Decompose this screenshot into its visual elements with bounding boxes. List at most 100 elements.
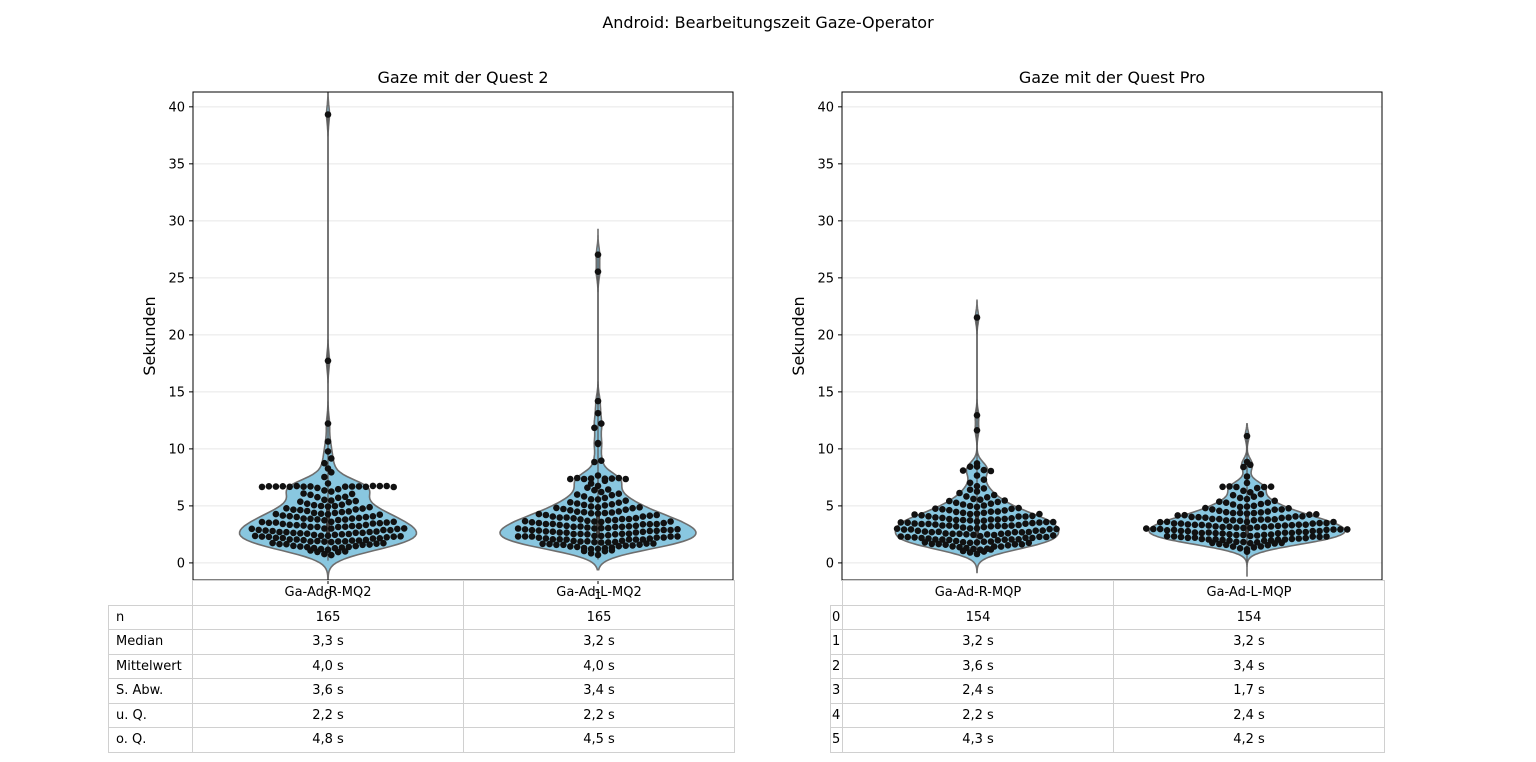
data-point xyxy=(573,543,581,551)
axes-frame xyxy=(841,91,1383,581)
table-row-label: 1 xyxy=(830,629,843,655)
table-cell: 3,6 s xyxy=(842,653,1114,679)
data-point xyxy=(587,475,595,482)
data-point xyxy=(279,483,287,490)
data-point xyxy=(970,531,977,539)
table-cell: 4,2 s xyxy=(1113,727,1385,753)
data-point xyxy=(591,424,598,432)
data-point xyxy=(918,512,925,519)
data-point xyxy=(1250,544,1258,551)
data-point xyxy=(338,531,346,538)
data-point xyxy=(587,503,595,510)
data-point xyxy=(990,531,998,539)
data-point xyxy=(893,525,901,532)
data-point xyxy=(1316,519,1323,527)
data-point xyxy=(283,505,290,512)
data-point xyxy=(352,497,360,505)
data-point xyxy=(1257,516,1265,523)
y-tick-label: 20 xyxy=(168,328,185,343)
data-point xyxy=(973,427,981,434)
y-tick-label: 40 xyxy=(168,100,185,115)
table-cell: 3,2 s xyxy=(1113,629,1385,655)
data-point xyxy=(925,513,932,520)
data-point xyxy=(514,525,522,532)
data-point xyxy=(1295,528,1303,536)
table-cell: 3,3 s xyxy=(192,629,464,655)
data-point xyxy=(352,529,360,537)
data-point xyxy=(1184,521,1192,528)
data-point xyxy=(251,532,259,540)
data-point xyxy=(535,510,543,518)
data-point xyxy=(542,528,550,535)
data-point xyxy=(310,509,318,517)
y-axis-label: Sekunden xyxy=(789,296,808,375)
data-point xyxy=(1323,526,1330,534)
data-point xyxy=(310,531,318,539)
data-point xyxy=(1278,514,1285,522)
data-point xyxy=(369,513,377,520)
data-point xyxy=(587,496,595,503)
data-point xyxy=(653,534,660,541)
data-point xyxy=(643,540,650,547)
data-point xyxy=(328,538,335,546)
data-point xyxy=(977,532,984,540)
data-point xyxy=(334,494,342,502)
data-point xyxy=(573,508,581,515)
stats-table-quest-2: Ga-Ad-R-MQ2 Ga-Ad-L-MQ2 n 165 165 Median 3,3 s… xyxy=(108,580,735,753)
data-point xyxy=(1029,512,1036,520)
data-point xyxy=(317,502,325,510)
data-point xyxy=(1302,528,1309,536)
data-point xyxy=(321,487,328,494)
data-point xyxy=(352,506,360,513)
data-point xyxy=(373,540,380,547)
data-point xyxy=(1212,529,1219,537)
data-point xyxy=(567,543,574,550)
data-point xyxy=(334,548,342,556)
data-point xyxy=(604,524,612,532)
data-point xyxy=(598,488,605,496)
data-point xyxy=(1184,527,1192,535)
y-tick-label: 0 xyxy=(177,556,185,571)
data-point xyxy=(334,523,342,531)
data-point xyxy=(591,525,598,532)
data-point xyxy=(1260,483,1268,491)
data-point xyxy=(362,521,370,529)
y-tick-label: 35 xyxy=(168,157,185,172)
data-point xyxy=(932,521,939,528)
data-point xyxy=(997,530,1005,538)
data-point xyxy=(674,533,681,540)
data-point xyxy=(646,520,654,528)
data-point xyxy=(1243,495,1251,503)
data-point xyxy=(1174,512,1181,519)
data-point xyxy=(970,495,977,503)
data-point xyxy=(980,548,988,555)
table-column-header: Ga-Ad-L-MQ2 xyxy=(463,580,735,606)
data-point xyxy=(293,536,301,543)
data-point xyxy=(369,482,377,490)
data-point xyxy=(594,251,602,258)
data-point xyxy=(1022,534,1029,542)
data-point xyxy=(549,520,557,528)
data-point xyxy=(1271,506,1278,513)
data-point xyxy=(1264,499,1272,507)
data-point xyxy=(567,475,574,483)
data-point xyxy=(331,531,339,539)
data-point xyxy=(594,440,602,448)
table-row: 1 3,2 s 3,2 s xyxy=(830,629,1385,655)
stats-table-quest-pro: Ga-Ad-R-MQP Ga-Ad-L-MQP 0 154 154 1 3,2 s 3,2 s… xyxy=(830,580,1385,753)
data-point xyxy=(1274,522,1282,530)
data-point xyxy=(272,510,280,518)
data-point xyxy=(980,517,988,524)
data-point xyxy=(604,532,612,539)
table-cell: 4,0 s xyxy=(463,653,735,679)
data-point xyxy=(625,530,633,537)
table-cell: 165 xyxy=(192,604,464,630)
data-point xyxy=(1233,524,1240,531)
data-point xyxy=(618,537,626,544)
data-point xyxy=(283,528,290,536)
data-point xyxy=(956,530,963,538)
data-point xyxy=(615,499,623,507)
table-row: u. Q. 2,2 s 2,2 s xyxy=(108,702,735,728)
data-point xyxy=(932,514,939,521)
